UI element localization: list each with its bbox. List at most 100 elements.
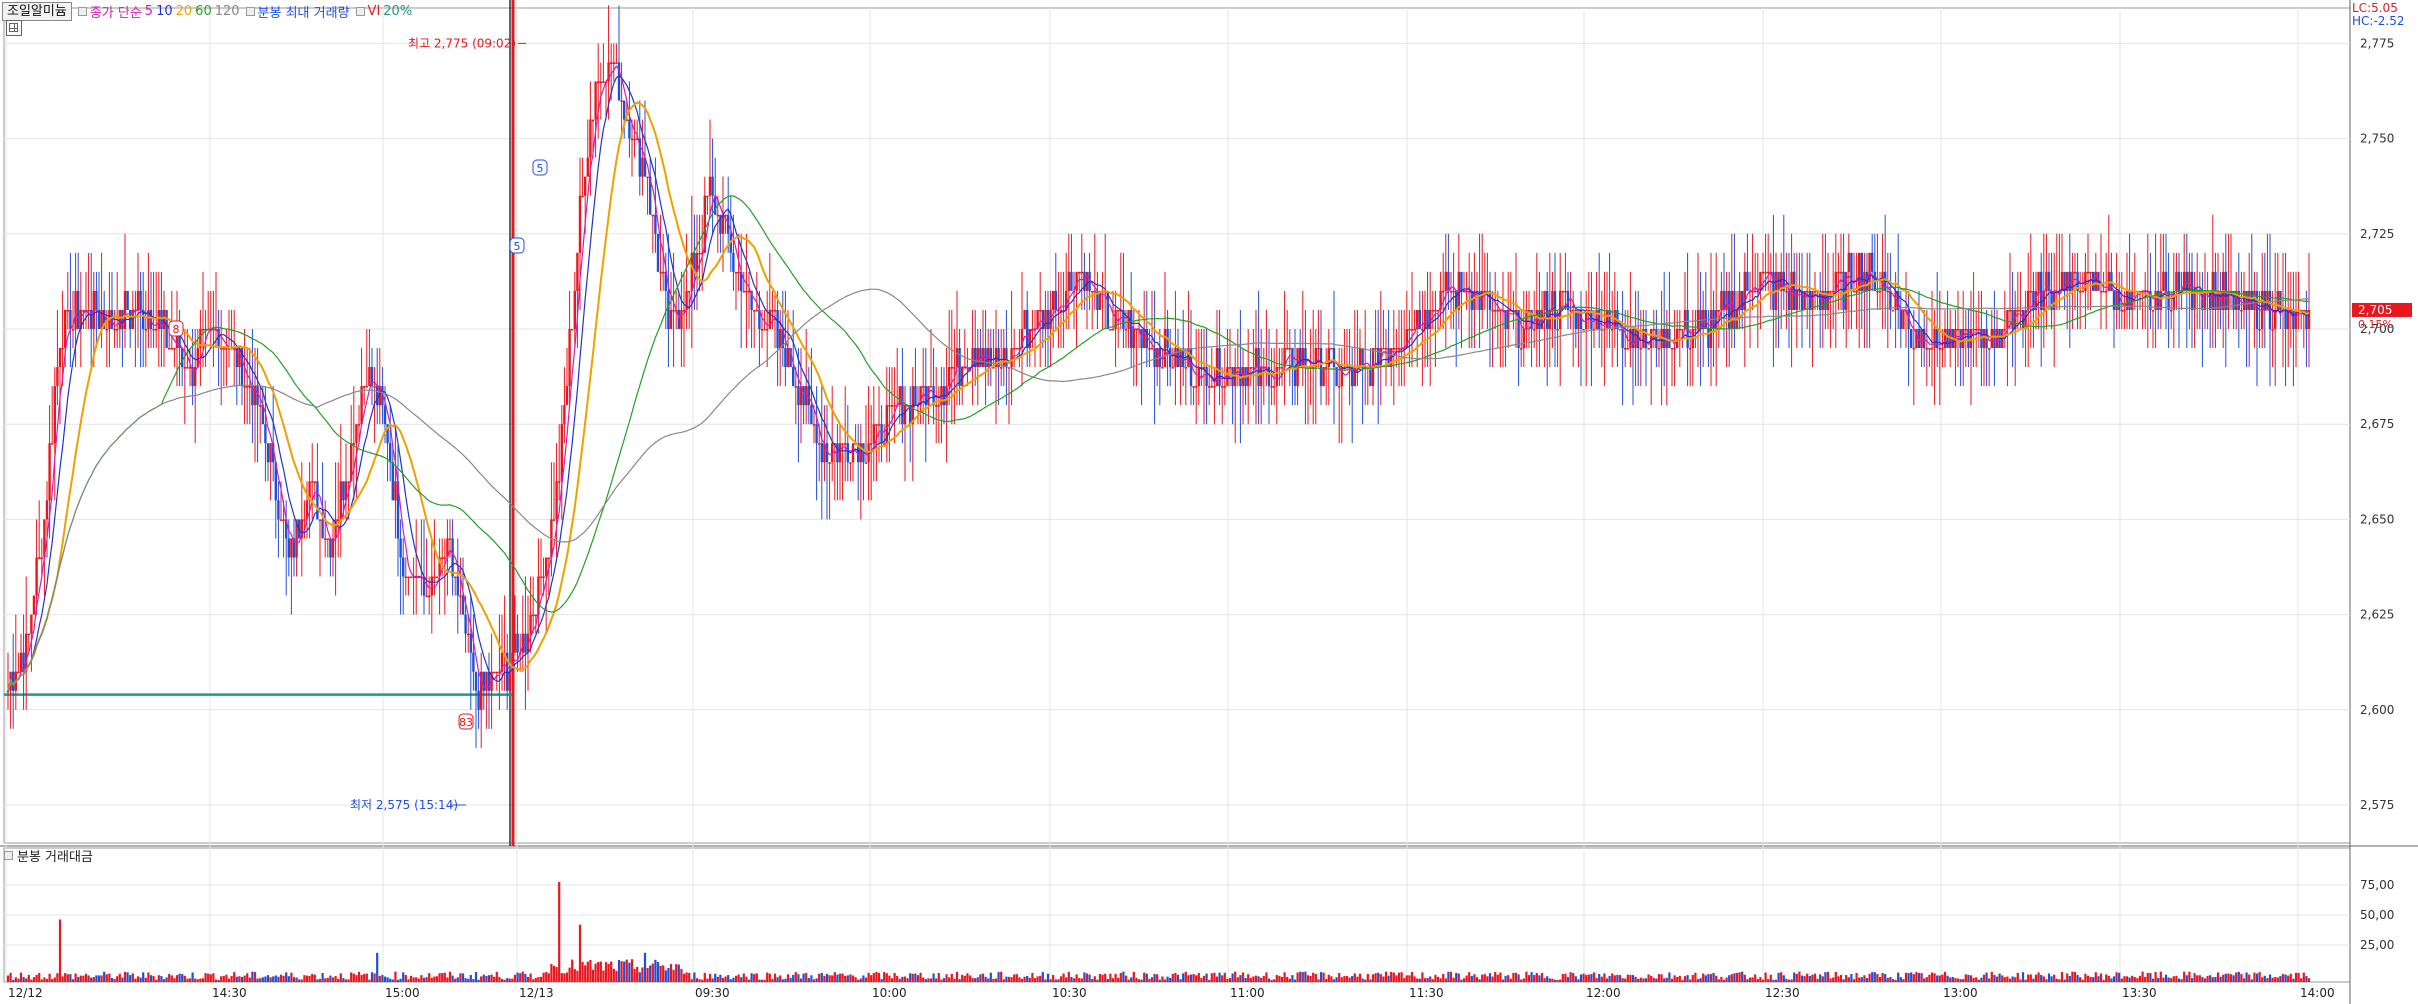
- volume-bar: [459, 973, 462, 982]
- candle-body: [295, 519, 298, 558]
- candle: [1845, 271, 1848, 349]
- candle-body: [1574, 309, 1577, 329]
- candle: [1413, 309, 1416, 331]
- candle: [1192, 386, 1195, 406]
- volume-bar: [2248, 974, 2251, 982]
- candle: [1702, 290, 1705, 368]
- candle-body: [1317, 348, 1320, 350]
- y-tick-label: 2,700: [2360, 322, 2394, 336]
- candle-body: [955, 348, 959, 368]
- volume-bar: [792, 974, 795, 982]
- candle-body: [1275, 367, 1278, 387]
- volume-bar: [1761, 979, 1765, 982]
- volume-bar: [121, 977, 124, 982]
- candle-body: [701, 252, 704, 255]
- ma-legend[interactable]: 종가 단순 5 10 20 60 120: [77, 2, 240, 21]
- candle-body: [2305, 309, 2308, 329]
- volume-bar: [1767, 979, 1770, 982]
- candle: [1886, 252, 1889, 349]
- candle-body: [893, 405, 896, 407]
- volume-bar: [1306, 975, 1310, 982]
- volume-bar: [864, 977, 868, 982]
- candle: [1080, 233, 1083, 310]
- y-tick-label: 2,600: [2360, 703, 2394, 717]
- candle-body: [950, 367, 953, 369]
- candle-body: [131, 309, 134, 329]
- candle: [27, 633, 30, 653]
- volume-bar: [407, 979, 410, 982]
- candle-body: [123, 290, 127, 329]
- volume-bar: [1795, 973, 1798, 982]
- candle: [84, 271, 88, 329]
- volume-bar: [1122, 971, 1125, 982]
- candle-body: [383, 405, 387, 425]
- candle: [121, 309, 124, 368]
- candle-body: [459, 595, 462, 598]
- volume-bar: [147, 972, 150, 982]
- candle: [974, 309, 977, 387]
- volume-bar: [740, 977, 743, 982]
- candle: [2307, 252, 2311, 368]
- candle: [1650, 329, 1653, 406]
- candle-body: [805, 386, 808, 406]
- candle: [118, 309, 121, 349]
- volume-bar: [1998, 973, 2001, 982]
- volume-bar: [911, 973, 914, 982]
- volume-bar: [2216, 972, 2220, 982]
- candle: [1475, 271, 1479, 310]
- volume-bar: [2167, 977, 2170, 982]
- candle: [2037, 271, 2040, 329]
- candle: [1746, 233, 1749, 291]
- candle-body: [1834, 271, 1837, 291]
- candle-body: [22, 652, 25, 672]
- candle-body: [2003, 329, 2006, 331]
- candle: [1855, 252, 1858, 329]
- candle-body: [2081, 290, 2084, 293]
- candle-body: [797, 386, 800, 406]
- candle-body: [350, 443, 353, 482]
- candle: [828, 462, 831, 520]
- candle-body: [2170, 309, 2173, 312]
- candle-body: [2245, 290, 2248, 310]
- vi-legend[interactable]: VI 20%: [355, 4, 412, 19]
- candle-body: [1106, 290, 1109, 329]
- candle-body: [2138, 290, 2142, 293]
- candle-body: [168, 348, 171, 350]
- candle-body: [95, 290, 98, 310]
- volume-bar: [2146, 972, 2149, 982]
- candle: [386, 424, 389, 482]
- candle: [1564, 252, 1567, 310]
- candle: [1923, 309, 1926, 368]
- candle-body: [331, 538, 335, 558]
- volume-bar: [2297, 972, 2300, 982]
- volume-bar: [2190, 978, 2194, 982]
- candle: [1283, 290, 1286, 406]
- symbol-selector[interactable]: 조일알미늄: [2, 1, 72, 21]
- candle: [1314, 329, 1317, 425]
- candle: [524, 576, 527, 710]
- candle-body: [1319, 348, 1323, 387]
- candle-body: [1959, 329, 1962, 349]
- candle-body: [828, 462, 831, 464]
- candle: [1101, 271, 1104, 329]
- candle-body: [1964, 329, 1967, 331]
- volume-bar: [1111, 978, 1115, 982]
- volume-bar: [1774, 979, 1778, 982]
- candle: [1462, 271, 1466, 293]
- candle-body: [1720, 290, 1723, 310]
- table-toggle-icon[interactable]: [6, 20, 22, 36]
- candle-body: [1655, 329, 1658, 349]
- candle: [532, 576, 535, 634]
- volume-bar: [1689, 979, 1692, 982]
- ma-period-20: 20: [175, 3, 193, 19]
- candle-body: [1330, 348, 1333, 350]
- candle: [1652, 309, 1655, 349]
- max-volume-legend[interactable]: 분봉 최대 거래량: [245, 2, 350, 21]
- candle-body: [1943, 329, 1947, 349]
- volume-bar: [378, 976, 381, 982]
- candle: [589, 81, 592, 196]
- candle: [2284, 252, 2287, 387]
- candle-body: [1314, 348, 1317, 368]
